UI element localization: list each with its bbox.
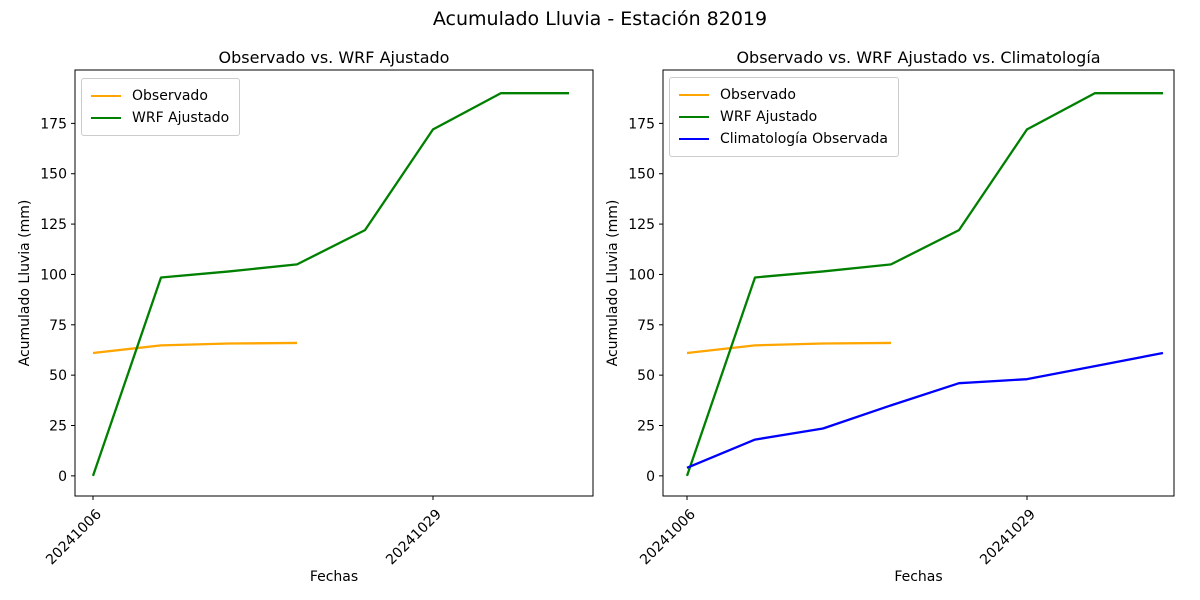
x-tick-label: 20241006 — [637, 506, 699, 568]
series-line-climatolog-a-observada — [686, 351, 1164, 469]
series-line-observado — [92, 341, 298, 355]
legend-entry-wrf-ajustado: WRF Ajustado — [679, 106, 888, 128]
legend-line-swatch — [679, 116, 709, 118]
y-axis-label: Acumulado Lluvia (mm) — [605, 200, 621, 367]
axes-frame — [662, 69, 1175, 497]
x-axis-label: Fechas — [310, 569, 358, 585]
series-line-wrf-ajustado — [685, 92, 1163, 477]
legend-label: WRF Ajustado — [132, 110, 230, 126]
y-tick-label: 100 — [40, 267, 67, 283]
right-chart-title: Observado vs. WRF Ajustado vs. Climatolo… — [736, 48, 1101, 67]
legend-line-swatch — [679, 138, 709, 140]
y-tick-label: 150 — [628, 167, 655, 183]
legend-label: Observado — [720, 87, 796, 103]
series-line-observado — [686, 341, 892, 355]
y-tick-label: 75 — [49, 318, 67, 334]
series-line-wrf-ajustado — [91, 92, 569, 477]
y-tick-label: 50 — [49, 368, 67, 384]
axes-frame — [74, 69, 594, 497]
legend-entry-climatolog-a-observada: Climatología Observada — [679, 128, 888, 150]
y-tick-label: 25 — [49, 419, 67, 435]
y-tick-label: 175 — [40, 116, 67, 132]
figure-title: Acumulado Lluvia - Estación 82019 — [432, 8, 768, 30]
y-tick-label: 0 — [58, 469, 67, 485]
y-tick-label: 75 — [637, 318, 655, 334]
left-chart-title: Observado vs. WRF Ajustado — [218, 48, 450, 67]
legend-entry-wrf-ajustado: WRF Ajustado — [91, 107, 229, 129]
left-chart-legend: Observado WRF Ajustado — [81, 78, 241, 136]
y-tick-label: 150 — [40, 167, 67, 183]
legend-line-swatch — [91, 117, 121, 119]
y-tick-label: 25 — [637, 419, 655, 435]
y-axis-label: Acumulado Lluvia (mm) — [17, 200, 33, 367]
x-axis-label: Fechas — [894, 569, 942, 585]
y-tick-label: 125 — [628, 217, 655, 233]
y-tick-label: 175 — [628, 116, 655, 132]
legend-line-swatch — [91, 95, 121, 97]
legend-label: Observado — [132, 88, 208, 104]
legend-entry-observado: Observado — [679, 84, 888, 106]
y-tick-label: 100 — [628, 267, 655, 283]
y-tick-label: 125 — [40, 217, 67, 233]
right-chart-legend: Observado WRF Ajustado Climatología Observ… — [669, 77, 899, 157]
legend-label: WRF Ajustado — [720, 109, 818, 125]
x-tick-label: 20241029 — [977, 507, 1039, 569]
x-tick-label: 20241006 — [43, 506, 105, 568]
legend-entry-observado: Observado — [91, 85, 229, 107]
y-tick-label: 0 — [646, 469, 655, 485]
legend-line-swatch — [679, 94, 709, 96]
x-tick-label: 20241029 — [383, 507, 445, 569]
legend-label: Climatología Observada — [720, 131, 888, 147]
y-tick-label: 50 — [637, 368, 655, 384]
